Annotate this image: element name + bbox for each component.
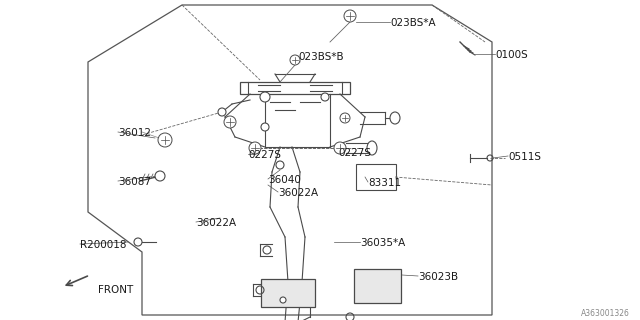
Text: A363001326: A363001326 (581, 309, 630, 318)
Text: 0511S: 0511S (508, 152, 541, 162)
Text: 36022A: 36022A (196, 218, 236, 228)
FancyBboxPatch shape (261, 279, 315, 307)
Circle shape (158, 133, 172, 147)
Ellipse shape (390, 112, 400, 124)
Text: 0100S: 0100S (495, 50, 528, 60)
Circle shape (321, 93, 329, 101)
Text: R200018: R200018 (80, 240, 127, 250)
Text: 36012: 36012 (118, 128, 151, 138)
Circle shape (155, 171, 165, 181)
Text: 023BS*A: 023BS*A (390, 18, 436, 28)
Ellipse shape (367, 141, 377, 155)
Text: 36087: 36087 (118, 177, 151, 187)
Text: FRONT: FRONT (98, 285, 133, 295)
Circle shape (276, 161, 284, 169)
Circle shape (290, 55, 300, 65)
Circle shape (334, 142, 346, 154)
Circle shape (340, 113, 350, 123)
Text: 36040: 36040 (268, 175, 301, 185)
Text: 36022A: 36022A (278, 188, 318, 198)
Text: 36023B: 36023B (418, 272, 458, 282)
Circle shape (224, 116, 236, 128)
Circle shape (218, 108, 226, 116)
Text: 36035*A: 36035*A (360, 238, 405, 248)
Circle shape (261, 123, 269, 131)
Circle shape (280, 297, 286, 303)
Text: 0227S: 0227S (248, 150, 281, 160)
Circle shape (344, 10, 356, 22)
Circle shape (249, 142, 261, 154)
FancyBboxPatch shape (354, 269, 401, 303)
Text: 0227S: 0227S (338, 148, 371, 158)
Circle shape (260, 92, 270, 102)
Text: 83311: 83311 (368, 178, 401, 188)
Text: 023BS*B: 023BS*B (298, 52, 344, 62)
Circle shape (134, 238, 142, 246)
